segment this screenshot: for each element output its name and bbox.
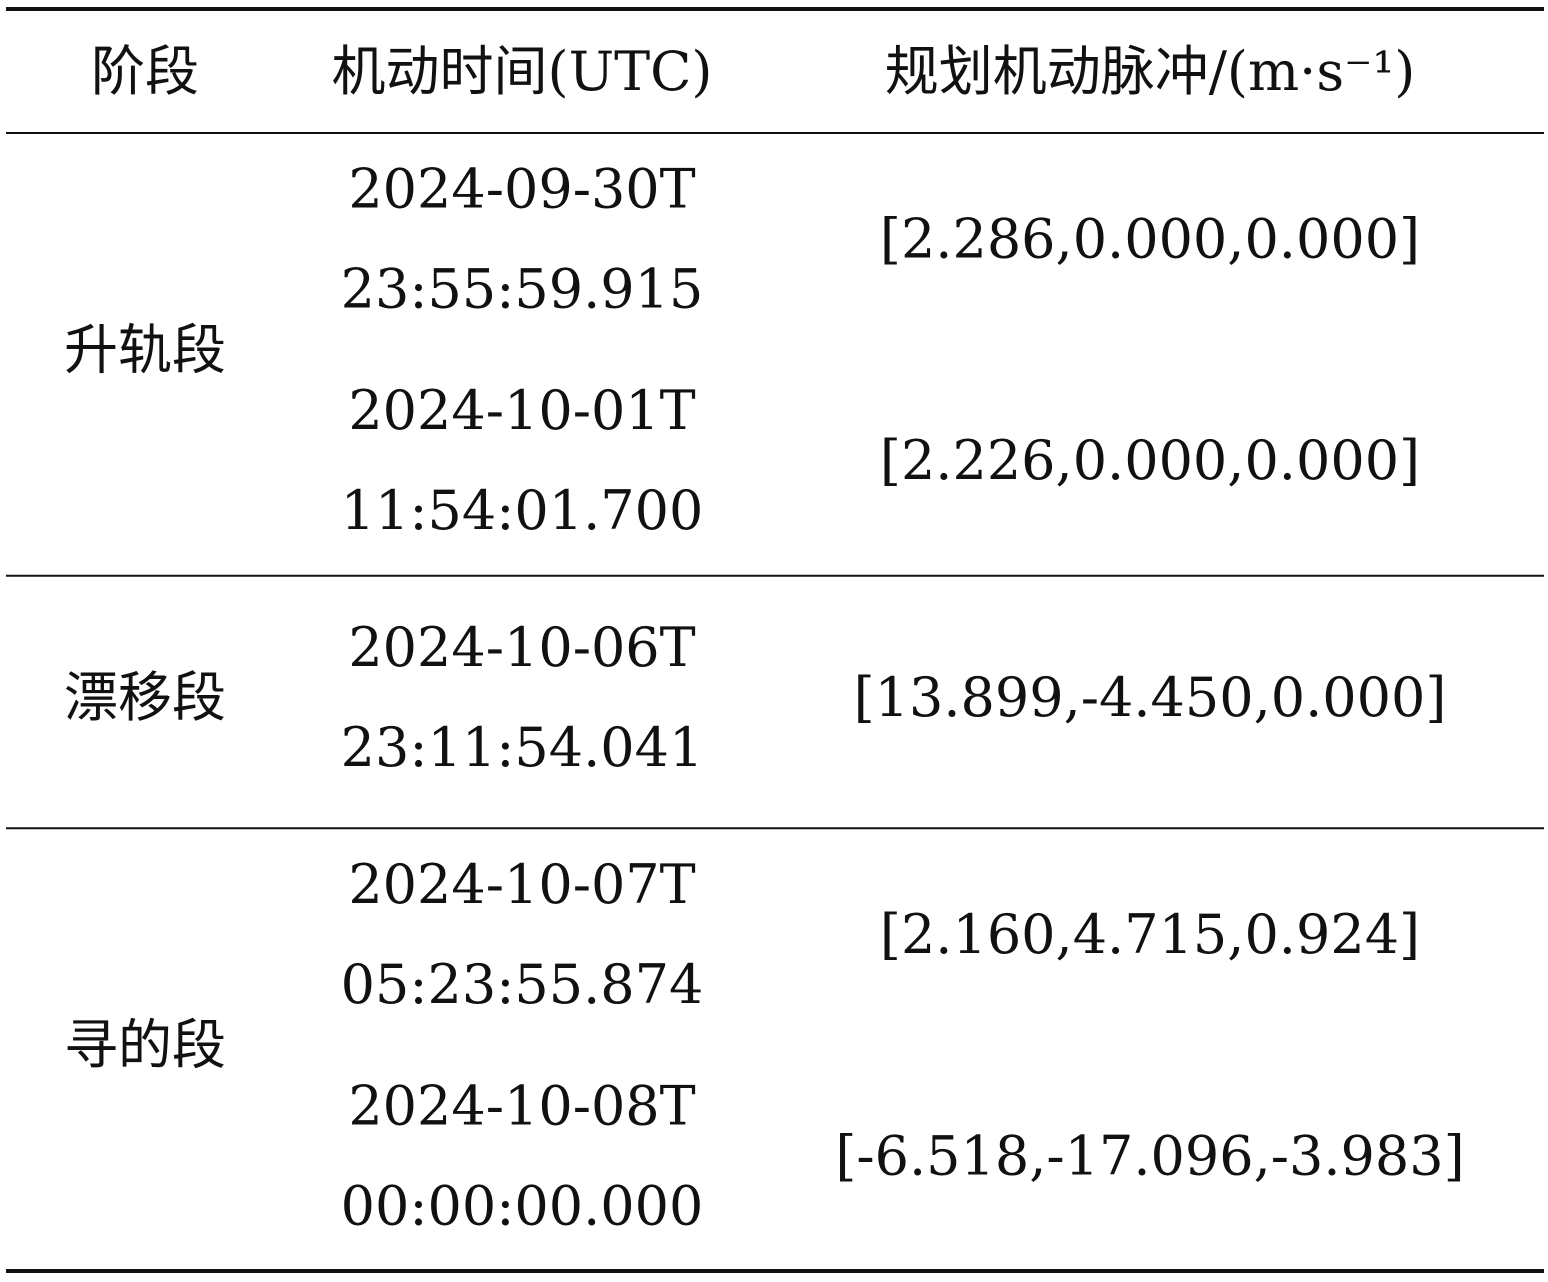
time-date: 2024-10-07T: [348, 853, 695, 916]
time-clock: 05:23:55.874: [341, 953, 704, 1016]
stage-cell: 升轨段: [64, 318, 226, 381]
time-date: 2024-10-06T: [348, 616, 695, 679]
impulse-cell: [2.226,0.000,0.000]: [880, 429, 1420, 492]
header-cell: 阶段: [91, 40, 199, 103]
impulse-cell: [2.160,4.715,0.924]: [880, 903, 1420, 966]
time-clock: 23:55:59.915: [341, 258, 704, 321]
stage-cell: 漂移段: [64, 666, 226, 729]
time-clock: 23:11:54.041: [341, 716, 704, 779]
stage-cell: 寻的段: [64, 1014, 226, 1077]
time-clock: 11:54:01.700: [341, 479, 704, 542]
time-date: 2024-09-30T: [348, 158, 695, 221]
impulse-cell: [-6.518,-17.096,-3.983]: [835, 1124, 1464, 1187]
time-clock: 00:00:00.000: [341, 1174, 704, 1237]
impulse-cell: [2.286,0.000,0.000]: [880, 208, 1420, 271]
time-date: 2024-10-01T: [348, 379, 695, 442]
header-cell: 机动时间(UTC): [332, 40, 713, 103]
impulse-cell: [13.899,-4.450,0.000]: [854, 666, 1447, 729]
time-date: 2024-10-08T: [348, 1074, 695, 1137]
header-cell: 规划机动脉冲/(m·s⁻¹): [885, 40, 1416, 103]
